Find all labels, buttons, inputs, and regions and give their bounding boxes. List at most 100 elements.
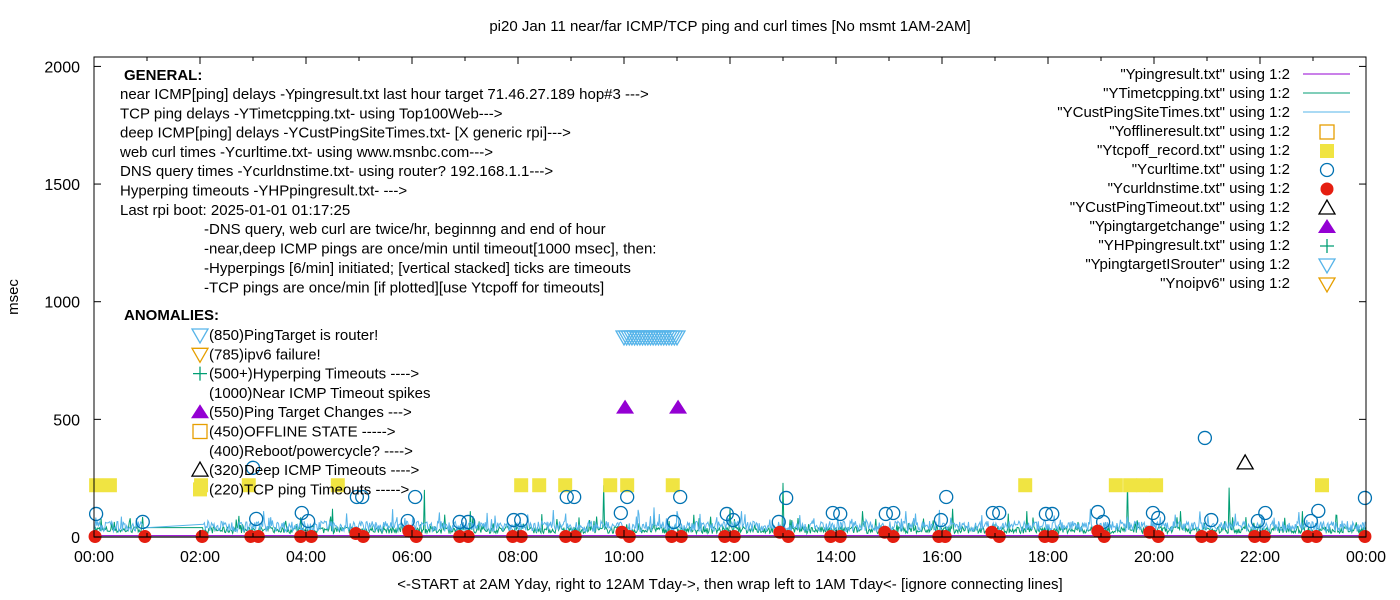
y-tick-label: 0 xyxy=(71,530,80,547)
series-8 xyxy=(616,399,688,414)
legend-marker xyxy=(1319,162,1335,178)
data-point xyxy=(567,489,582,505)
data-point xyxy=(1303,513,1319,529)
data-point xyxy=(294,505,309,521)
data-point xyxy=(355,489,370,505)
y-tick-label: 500 xyxy=(53,412,80,429)
legend-label: "YCustPingTimeout.txt" using 1:2 xyxy=(1070,199,1290,216)
data-point xyxy=(939,489,954,505)
x-tick-label: 12:00 xyxy=(710,549,750,566)
data-point xyxy=(1204,512,1219,528)
data-point xyxy=(662,330,681,347)
data-point xyxy=(514,478,529,493)
data-point xyxy=(833,506,848,522)
data-point xyxy=(330,478,345,493)
y-axis-label: msec xyxy=(5,279,22,315)
series-7 xyxy=(1236,453,1255,470)
data-point xyxy=(649,330,668,347)
data-point xyxy=(559,489,574,505)
legend: "Ypingresult.txt" using 1:2 "YTimetcpping… xyxy=(1057,66,1350,294)
anomaly-label: (450)OFFLINE STATE -----> xyxy=(209,424,396,441)
data-point xyxy=(638,330,657,347)
data-point xyxy=(506,512,521,528)
legend-marker xyxy=(1317,277,1337,294)
data-point xyxy=(1258,505,1273,521)
data-point xyxy=(633,330,652,347)
note-line: -TCP pings are once/min [if plotted][use… xyxy=(204,280,604,297)
data-point xyxy=(641,330,660,347)
data-point xyxy=(1311,503,1326,519)
chart-title: pi20 Jan 11 near/far ICMP/TCP ping and c… xyxy=(489,18,970,35)
x-tick-label: 00:00 xyxy=(74,549,114,566)
general-line: TCP ping delays -YTimetcpping.txt- using… xyxy=(120,105,503,122)
x-tick-label: 04:00 xyxy=(286,549,326,566)
legend-label: "YCustPingSiteTimes.txt" using 1:2 xyxy=(1057,104,1290,121)
data-point xyxy=(669,399,688,414)
x-tick-label: 20:00 xyxy=(1134,549,1174,566)
legend-label: "YHPpingresult.txt" using 1:2 xyxy=(1098,237,1290,254)
data-point xyxy=(1108,478,1123,493)
anomaly-label: (400)Reboot/powercycle? ----> xyxy=(209,443,413,460)
data-point xyxy=(992,505,1007,521)
anomaly-symbol xyxy=(193,366,207,381)
anomaly-symbol xyxy=(192,423,208,440)
note-line: -Hyperpings [6/min] initiated; [vertical… xyxy=(204,260,631,277)
data-point xyxy=(614,330,634,347)
data-point xyxy=(1197,430,1213,446)
data-point xyxy=(628,330,647,347)
data-point xyxy=(249,511,264,527)
data-point xyxy=(625,330,644,347)
data-point xyxy=(1149,478,1164,493)
data-point xyxy=(1315,478,1330,493)
axes: 0 500 1000 1500 2000 00:00 02:00 04:00 06:00 08:0… xyxy=(44,56,1386,566)
x-tick-label: 02:00 xyxy=(180,549,220,566)
anomaly-label: (320)Deep ICMP Timeouts ----> xyxy=(209,462,419,479)
x-axis-label: <-START at 2AM Yday, right to 12AM Tday-… xyxy=(397,576,1062,593)
data-point xyxy=(616,399,635,414)
legend-label: "YTimetcpping.txt" using 1:2 xyxy=(1103,85,1290,102)
x-tick-label: 22:00 xyxy=(1240,549,1280,566)
data-point xyxy=(1018,478,1033,493)
legend-label: "Ycurldnstime.txt" using 1:2 xyxy=(1108,180,1290,197)
x-tick-label: 10:00 xyxy=(604,549,644,566)
data-point xyxy=(1357,490,1373,506)
data-point xyxy=(613,505,628,521)
data-point xyxy=(89,478,104,493)
legend-marker xyxy=(1320,144,1334,158)
legend-marker xyxy=(1317,198,1337,215)
data-point xyxy=(1136,478,1151,493)
data-point xyxy=(636,330,655,347)
x-tick-label: 16:00 xyxy=(922,549,962,566)
general-line: near ICMP[ping] delays -Ypingresult.txt … xyxy=(120,86,649,103)
legend-label: "Ypingtargetchange" using 1:2 xyxy=(1089,218,1290,235)
data-point xyxy=(659,330,679,347)
legend-label: "Ycurltime.txt" using 1:2 xyxy=(1132,161,1290,178)
general-line: deep ICMP[ping] delays -YCustPingSiteTim… xyxy=(120,125,571,142)
data-point xyxy=(1250,513,1266,529)
anomaly-label: (220)TCP ping Timeouts -----> xyxy=(209,481,409,498)
legend-label: "Yofflineresult.txt" using 1:2 xyxy=(1109,123,1290,140)
data-point xyxy=(135,514,150,530)
data-point xyxy=(666,514,681,530)
general-heading: GENERAL: xyxy=(124,67,202,84)
note-line: -near,deep ICMP pings are once/min until… xyxy=(204,241,656,258)
anomaly-label: (550)Ping Target Changes ---> xyxy=(209,404,412,421)
data-point xyxy=(461,514,476,530)
data-point xyxy=(245,460,261,475)
series-10 xyxy=(614,330,687,347)
anomaly-symbol xyxy=(190,328,210,345)
data-point xyxy=(1045,506,1060,522)
legend-marker xyxy=(1320,239,1334,253)
data-point xyxy=(1236,453,1255,470)
legend-label: "Ynoipv6" using 1:2 xyxy=(1160,275,1290,292)
data-point xyxy=(617,330,636,347)
legend-marker xyxy=(1318,219,1336,233)
data-point xyxy=(620,478,635,493)
series-5 xyxy=(88,430,1373,530)
general-line: DNS query times -Ycurldnstime.txt- using… xyxy=(120,163,553,180)
anomaly-symbol xyxy=(190,460,210,477)
data-point xyxy=(886,505,901,521)
data-point xyxy=(622,330,642,347)
data-point xyxy=(558,478,573,493)
data-point xyxy=(241,478,256,493)
